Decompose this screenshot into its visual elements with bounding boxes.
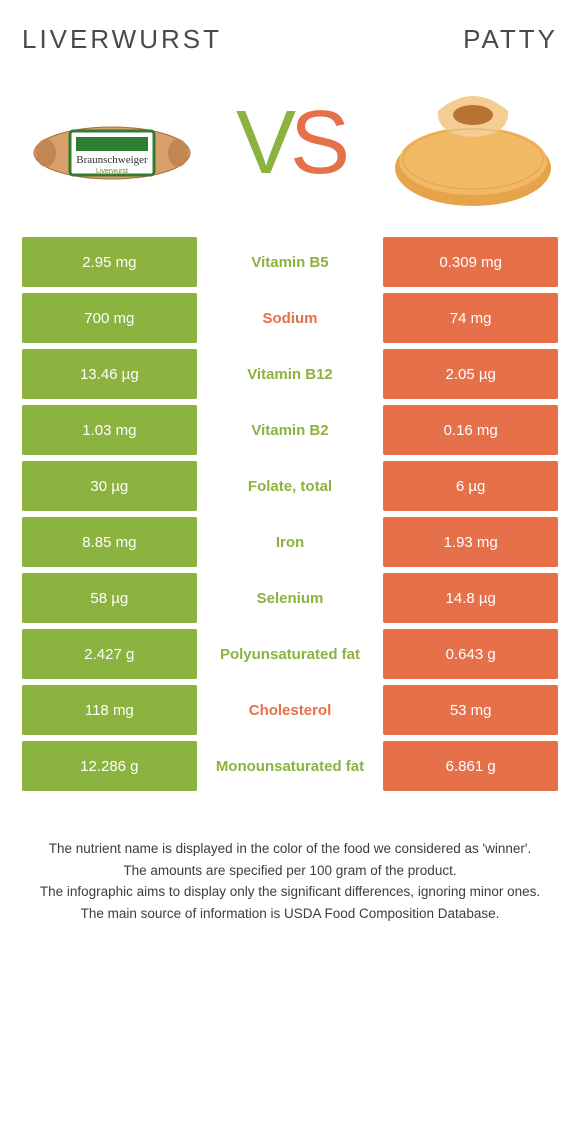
- svg-text:Liverwurst: Liverwurst: [96, 168, 128, 175]
- table-row: 2.95 mgVitamin B50.309 mg: [22, 237, 558, 287]
- table-row: 30 µgFolate, total6 µg: [22, 461, 558, 511]
- table-row: 12.286 gMonounsaturated fat6.861 g: [22, 741, 558, 791]
- left-value: 12.286 g: [22, 741, 197, 791]
- right-value: 0.643 g: [383, 629, 558, 679]
- left-value: 30 µg: [22, 461, 197, 511]
- svg-text:Braunschweiger: Braunschweiger: [76, 154, 148, 166]
- right-value: 0.16 mg: [383, 405, 558, 455]
- left-food-image: Braunschweiger Liverwurst: [22, 73, 202, 213]
- hero-row: Braunschweiger Liverwurst VS: [22, 65, 558, 237]
- left-value: 58 µg: [22, 573, 197, 623]
- nutrient-label: Cholesterol: [203, 685, 378, 735]
- left-value: 8.85 mg: [22, 517, 197, 567]
- right-food-image: [378, 73, 558, 213]
- nutrient-label: Folate, total: [203, 461, 378, 511]
- table-row: 8.85 mgIron1.93 mg: [22, 517, 558, 567]
- nutrient-label: Vitamin B5: [203, 237, 378, 287]
- footnote-line: The amounts are specified per 100 gram o…: [30, 861, 550, 881]
- nutrient-label: Vitamin B2: [203, 405, 378, 455]
- right-food-title: Patty: [463, 24, 558, 55]
- nutrient-label: Polyunsaturated fat: [203, 629, 378, 679]
- footnotes: The nutrient name is displayed in the co…: [22, 797, 558, 923]
- nutrient-label: Selenium: [203, 573, 378, 623]
- vs-s: S: [290, 98, 344, 188]
- right-value: 74 mg: [383, 293, 558, 343]
- footnote-line: The infographic aims to display only the…: [30, 882, 550, 902]
- left-value: 2.95 mg: [22, 237, 197, 287]
- left-value: 700 mg: [22, 293, 197, 343]
- table-row: 700 mgSodium74 mg: [22, 293, 558, 343]
- left-value: 2.427 g: [22, 629, 197, 679]
- vs-label: VS: [236, 98, 344, 188]
- left-value: 118 mg: [22, 685, 197, 735]
- table-row: 1.03 mgVitamin B20.16 mg: [22, 405, 558, 455]
- header: Liverwurst Patty: [22, 24, 558, 55]
- table-row: 2.427 gPolyunsaturated fat0.643 g: [22, 629, 558, 679]
- right-value: 53 mg: [383, 685, 558, 735]
- right-value: 14.8 µg: [383, 573, 558, 623]
- nutrient-label: Sodium: [203, 293, 378, 343]
- table-row: 118 mgCholesterol53 mg: [22, 685, 558, 735]
- table-row: 13.46 µgVitamin B122.05 µg: [22, 349, 558, 399]
- right-value: 6 µg: [383, 461, 558, 511]
- nutrient-label: Iron: [203, 517, 378, 567]
- footnote-line: The main source of information is USDA F…: [30, 904, 550, 924]
- footnote-line: The nutrient name is displayed in the co…: [30, 839, 550, 859]
- table-row: 58 µgSelenium14.8 µg: [22, 573, 558, 623]
- right-value: 2.05 µg: [383, 349, 558, 399]
- right-value: 0.309 mg: [383, 237, 558, 287]
- vs-v: V: [236, 98, 290, 188]
- nutrient-label: Monounsaturated fat: [203, 741, 378, 791]
- right-value: 1.93 mg: [383, 517, 558, 567]
- nutrient-label: Vitamin B12: [203, 349, 378, 399]
- left-value: 1.03 mg: [22, 405, 197, 455]
- comparison-table: 2.95 mgVitamin B50.309 mg 700 mgSodium74 …: [22, 237, 558, 791]
- left-value: 13.46 µg: [22, 349, 197, 399]
- left-food-title: Liverwurst: [22, 24, 222, 55]
- right-value: 6.861 g: [383, 741, 558, 791]
